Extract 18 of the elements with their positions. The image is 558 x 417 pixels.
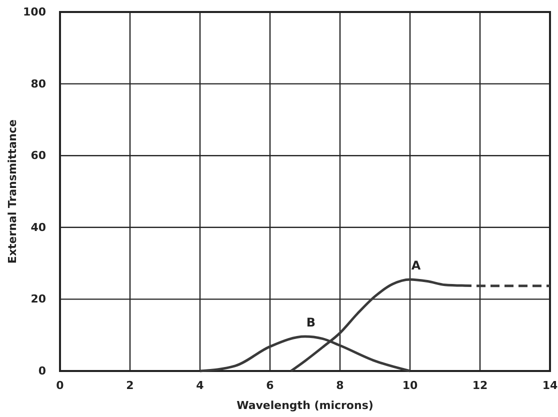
x-tick-label: 0	[56, 378, 64, 392]
y-tick-label: 80	[30, 77, 46, 90]
series-label: A	[411, 258, 422, 272]
y-tick-label: 40	[30, 220, 46, 234]
series-label: B	[306, 316, 316, 330]
x-tick-label: 12	[472, 378, 488, 392]
y-tick-label: 100	[23, 6, 46, 19]
x-axis-title: Wavelength (microns)	[236, 399, 374, 412]
y-axis-title: External Transmittance	[6, 119, 19, 264]
x-tick-label: 6	[266, 378, 274, 392]
y-tick-label: 0	[38, 364, 46, 378]
x-tick-label: 2	[126, 378, 134, 392]
y-tick-label: 20	[30, 292, 46, 306]
x-tick-label: 8	[336, 378, 344, 392]
x-tick-label: 14	[542, 378, 558, 392]
x-tick-label: 10	[402, 378, 418, 392]
x-tick-label: 4	[196, 378, 204, 392]
y-tick-label: 60	[30, 149, 46, 162]
